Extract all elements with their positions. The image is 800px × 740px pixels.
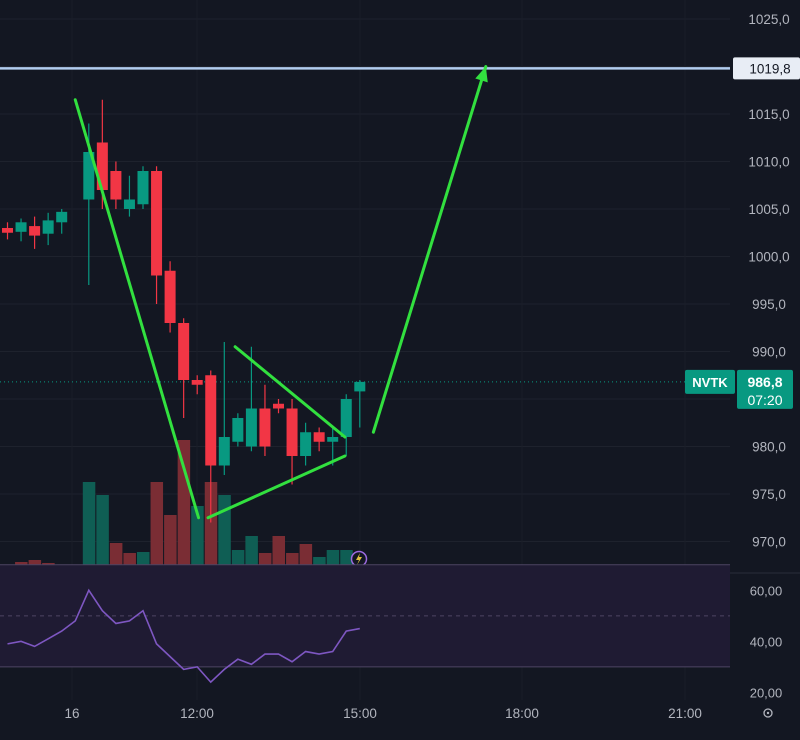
volume-bar bbox=[218, 495, 231, 570]
countdown-label: 07:20 bbox=[747, 392, 782, 408]
volume-bar bbox=[164, 515, 177, 570]
price-tick-label: 980,0 bbox=[752, 440, 786, 455]
candle-body bbox=[300, 432, 312, 456]
volume-bar bbox=[245, 536, 258, 570]
candle-body bbox=[286, 408, 298, 456]
time-tick-label: 18:00 bbox=[505, 706, 539, 721]
candle-body bbox=[327, 437, 339, 442]
symbol-badge: NVTK bbox=[692, 375, 728, 390]
price-tick-label: 995,0 bbox=[752, 297, 786, 312]
volume-bar bbox=[191, 506, 204, 570]
time-tick-label: 15:00 bbox=[343, 706, 377, 721]
price-tick-label: 1000,0 bbox=[748, 250, 789, 265]
candle-body bbox=[56, 211, 68, 223]
trend-arrow bbox=[371, 65, 488, 434]
candle-body bbox=[83, 152, 95, 200]
price-tick-label: 970,0 bbox=[752, 535, 786, 550]
candle-body bbox=[15, 222, 27, 232]
volume-bar bbox=[109, 543, 123, 570]
settings-icon-center bbox=[766, 711, 770, 715]
price-tick-label: 975,0 bbox=[752, 487, 786, 502]
volume-bar bbox=[150, 482, 164, 570]
drawings bbox=[73, 65, 488, 520]
time-axis: 16 12:00 15:00 18:00 21:00 bbox=[64, 706, 701, 721]
rsi-tick-label: 40,00 bbox=[750, 634, 783, 649]
price-tick-label: 1025,0 bbox=[748, 12, 789, 27]
candle-body bbox=[2, 228, 13, 233]
time-tick-label: 16 bbox=[64, 706, 79, 721]
volume-bar bbox=[299, 544, 313, 570]
price-tick-label: 1005,0 bbox=[748, 202, 789, 217]
candle-body bbox=[259, 408, 271, 447]
candles bbox=[2, 99, 366, 523]
volume-bar bbox=[96, 495, 109, 570]
candle-body bbox=[123, 199, 135, 209]
price-tick-label: 1010,0 bbox=[748, 155, 789, 170]
volume-bar bbox=[177, 440, 191, 570]
rsi-tick-label: 60,00 bbox=[750, 583, 783, 598]
candle-body bbox=[313, 432, 325, 442]
candle-body bbox=[29, 226, 41, 236]
rsi-band bbox=[0, 564, 730, 667]
volume-bar bbox=[272, 536, 285, 570]
last-price-label: 986,8 bbox=[747, 374, 782, 390]
arrow-head bbox=[475, 66, 488, 83]
candle-body bbox=[232, 418, 244, 442]
time-tick-label: 12:00 bbox=[180, 706, 214, 721]
candle-body bbox=[340, 399, 352, 437]
candle-body bbox=[164, 270, 176, 323]
price-axis: 1025,0 1015,0 1010,0 1005,0 1000,0 995,0 990,0… bbox=[748, 12, 789, 550]
trend-line bbox=[206, 454, 347, 520]
candle-body bbox=[137, 171, 149, 205]
candle-body bbox=[110, 171, 122, 200]
candle-body bbox=[42, 220, 54, 234]
trend-line bbox=[73, 98, 201, 520]
price-tick-label: 1015,0 bbox=[748, 107, 789, 122]
trend-line bbox=[233, 345, 347, 439]
candle-body bbox=[354, 381, 366, 392]
volume-bar bbox=[82, 482, 96, 570]
candle-body bbox=[205, 375, 217, 466]
candle-body bbox=[218, 437, 230, 466]
rsi-tick-label: 20,00 bbox=[750, 685, 783, 700]
price-grid bbox=[0, 18, 730, 542]
rsi-line bbox=[7, 588, 360, 684]
price-tick-label: 990,0 bbox=[752, 345, 786, 360]
level-price-label: 1019,8 bbox=[749, 61, 790, 76]
settings-icon[interactable] bbox=[763, 708, 773, 718]
last-price-label-bg bbox=[737, 369, 793, 409]
candle-body bbox=[96, 142, 108, 190]
rsi-axis: 60,00 40,00 20,00 bbox=[750, 583, 783, 700]
candle-body bbox=[245, 408, 257, 447]
level-price-label-bg bbox=[733, 57, 800, 80]
candle-body bbox=[191, 380, 203, 385]
time-tick-label: 21:00 bbox=[668, 706, 702, 721]
candle-body bbox=[273, 403, 284, 409]
volume-bar bbox=[204, 482, 218, 570]
symbol-badge-bg bbox=[685, 369, 735, 394]
lightning-icon-bolt bbox=[356, 553, 362, 565]
candle-body bbox=[151, 171, 163, 276]
candle-body bbox=[178, 323, 190, 380]
